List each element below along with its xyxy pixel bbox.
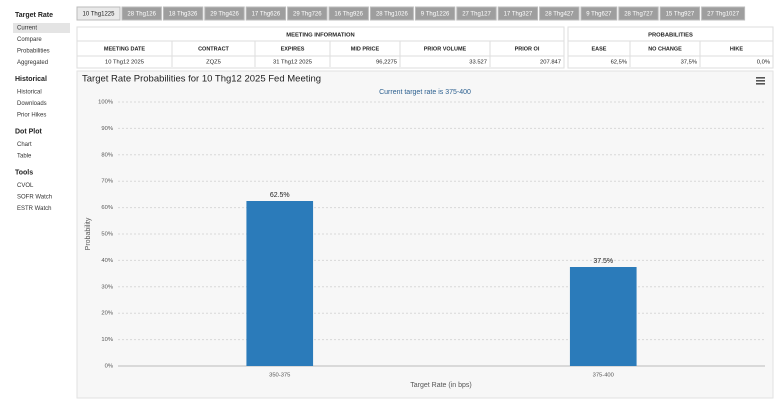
table-cell: 0,0% bbox=[757, 60, 770, 66]
tab-label[interactable]: 16 Thg926 bbox=[334, 12, 363, 18]
y-tick-label: 40% bbox=[101, 258, 113, 264]
table-cell: 33.527 bbox=[469, 60, 487, 66]
tab-label[interactable]: 10 Thg1225 bbox=[83, 12, 116, 18]
table-cell: 31 Thg12 2025 bbox=[273, 60, 312, 66]
x-axis-title: Target Rate (in bps) bbox=[410, 382, 471, 389]
y-tick-label: 80% bbox=[101, 152, 113, 158]
tab[interactable] bbox=[287, 6, 328, 21]
sidebar-item[interactable]: Table bbox=[17, 154, 32, 160]
tab[interactable] bbox=[580, 6, 618, 21]
sidebar-item[interactable]: CVOL bbox=[17, 183, 34, 189]
meeting-panel bbox=[76, 26, 565, 69]
tab-label[interactable]: 29 Thg726 bbox=[293, 12, 322, 18]
tab[interactable] bbox=[76, 6, 121, 21]
tab-label[interactable]: 28 Thg727 bbox=[624, 12, 653, 18]
tab-label[interactable]: 29 Thg426 bbox=[210, 12, 239, 18]
table-title: PROBABILITIES bbox=[648, 33, 693, 39]
y-tick-label: 0% bbox=[105, 364, 113, 370]
tab[interactable] bbox=[618, 6, 659, 21]
column-header: EASE bbox=[592, 46, 607, 52]
y-tick-label: 20% bbox=[101, 311, 113, 317]
tab-label[interactable]: 28 Thg126 bbox=[127, 12, 156, 18]
tab-label[interactable]: 9 Thg1226 bbox=[421, 12, 450, 18]
data-label: 37.5% bbox=[593, 258, 613, 265]
table-cell: 62,5% bbox=[611, 60, 627, 66]
table-cell: 96,2275 bbox=[376, 60, 397, 66]
sidebar-item[interactable]: Compare bbox=[17, 37, 42, 43]
y-tick-label: 70% bbox=[101, 179, 113, 185]
chart-title: Target Rate Probabilities for 10 Thg12 2… bbox=[82, 74, 321, 85]
tab-label[interactable]: 27 Thg1027 bbox=[707, 12, 740, 18]
table-cell: 37,5% bbox=[681, 60, 697, 66]
sidebar-item[interactable]: Current bbox=[17, 26, 37, 32]
column-header: PRIOR OI bbox=[515, 46, 540, 52]
sidebar-item[interactable]: Prior Hikes bbox=[17, 113, 46, 119]
y-tick-label: 100% bbox=[98, 100, 113, 106]
tab-label[interactable]: 28 Thg427 bbox=[545, 12, 574, 18]
table-title: MEETING INFORMATION bbox=[286, 33, 354, 39]
tab[interactable] bbox=[414, 6, 456, 21]
sidebar-item[interactable]: Chart bbox=[17, 142, 32, 148]
tab[interactable] bbox=[539, 6, 580, 21]
sidebar-item[interactable]: ESTR Watch bbox=[17, 206, 51, 212]
bar bbox=[569, 267, 637, 366]
y-axis-title: Probability bbox=[85, 217, 92, 250]
y-tick-label: 60% bbox=[101, 205, 113, 211]
sidebar-heading: Tools bbox=[15, 169, 33, 176]
tab[interactable] bbox=[701, 6, 746, 21]
tab-label[interactable]: 17 Thg626 bbox=[252, 12, 281, 18]
tab-label[interactable]: 9 Thg627 bbox=[586, 12, 612, 18]
menu-icon[interactable] bbox=[756, 77, 765, 85]
tab[interactable] bbox=[369, 6, 414, 21]
tab[interactable] bbox=[204, 6, 245, 21]
table-cell: ZQZ5 bbox=[206, 60, 221, 66]
tab-label[interactable]: 27 Thg127 bbox=[462, 12, 491, 18]
sidebar-item[interactable]: Aggregated bbox=[17, 60, 48, 66]
tab[interactable] bbox=[328, 6, 369, 21]
tab[interactable] bbox=[659, 6, 701, 21]
sidebar-item[interactable]: Probabilities bbox=[17, 49, 50, 55]
tab[interactable] bbox=[245, 6, 287, 21]
chart-subtitle: Current target rate is 375-400 bbox=[379, 89, 471, 96]
column-header: NO CHANGE bbox=[648, 46, 682, 52]
sidebar-item[interactable]: Historical bbox=[17, 90, 42, 96]
column-header: HIKE bbox=[730, 46, 743, 52]
sidebar-item[interactable]: SOFR Watch bbox=[17, 195, 52, 201]
column-header: EXPIRES bbox=[281, 46, 305, 52]
bar bbox=[246, 201, 314, 366]
tab-label[interactable]: 18 Thg326 bbox=[169, 12, 198, 18]
y-tick-label: 50% bbox=[101, 232, 113, 238]
sidebar-heading: Historical bbox=[15, 76, 47, 83]
column-header: MEETING DATE bbox=[104, 46, 145, 52]
sidebar-heading: Target Rate bbox=[15, 12, 53, 19]
x-tick-label: 350-375 bbox=[269, 373, 290, 379]
tab[interactable] bbox=[497, 6, 539, 21]
column-header: MID PRICE bbox=[351, 46, 380, 52]
tab[interactable] bbox=[162, 6, 204, 21]
data-label: 62.5% bbox=[270, 192, 290, 199]
table-cell: 207.847 bbox=[540, 60, 561, 66]
column-header: PRIOR VOLUME bbox=[424, 46, 467, 52]
column-header: CONTRACT bbox=[198, 46, 229, 52]
tab[interactable] bbox=[121, 6, 162, 21]
probability-panel bbox=[567, 26, 774, 69]
x-tick-label: 375-400 bbox=[593, 373, 614, 379]
chart-panel bbox=[76, 70, 774, 399]
tab-label[interactable]: 15 Thg927 bbox=[666, 12, 695, 18]
tab[interactable] bbox=[456, 6, 497, 21]
sidebar-active bbox=[13, 23, 70, 33]
y-tick-label: 90% bbox=[101, 126, 113, 132]
y-tick-label: 10% bbox=[101, 337, 113, 343]
sidebar-item[interactable]: Downloads bbox=[17, 101, 47, 107]
tab-label[interactable]: 28 Thg1026 bbox=[376, 12, 409, 18]
table-cell: 10 Thg12 2025 bbox=[105, 60, 144, 66]
sidebar-heading: Dot Plot bbox=[15, 128, 42, 135]
y-tick-label: 30% bbox=[101, 284, 113, 290]
tab-label[interactable]: 17 Thg327 bbox=[504, 12, 533, 18]
